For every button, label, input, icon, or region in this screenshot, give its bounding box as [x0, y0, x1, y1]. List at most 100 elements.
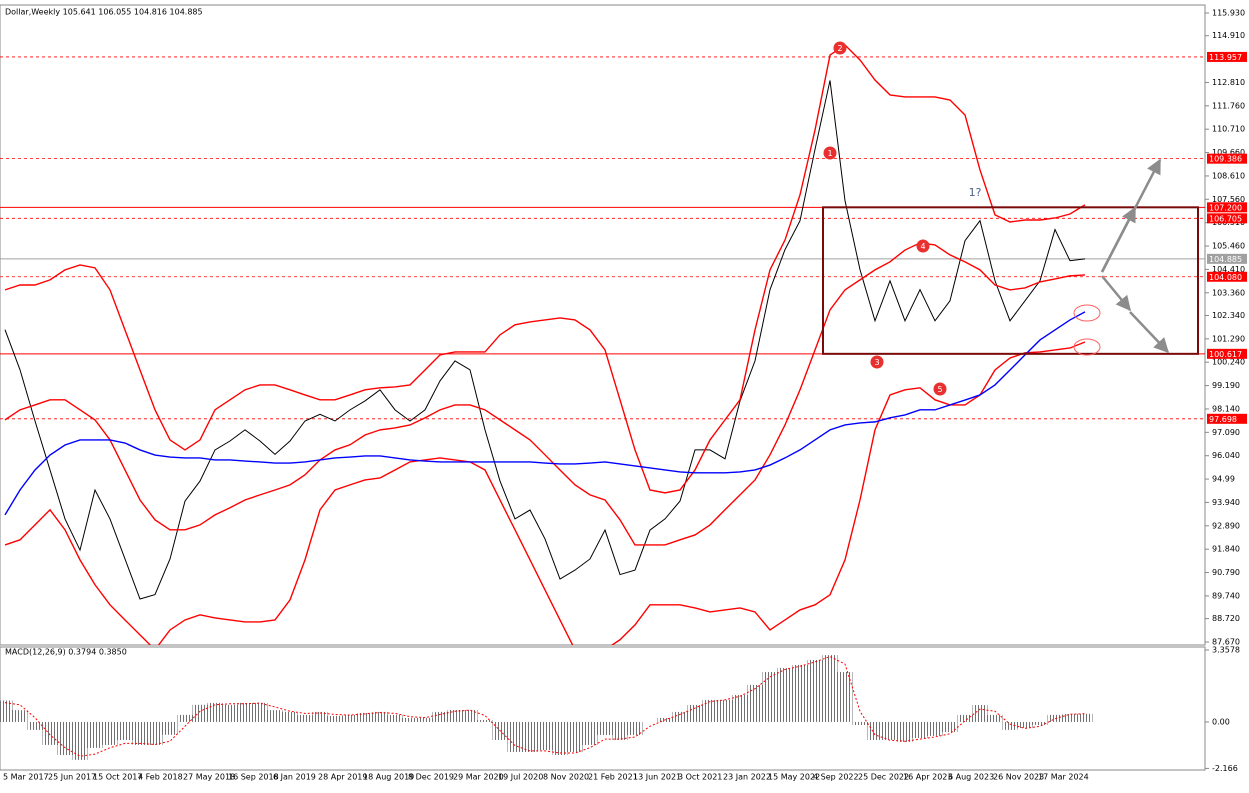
price-plot — [0, 44, 1205, 645]
x-tick-label: 26 Nov 2023 — [993, 773, 1044, 782]
histogram-bar — [972, 705, 988, 722]
histogram-bar — [432, 711, 448, 722]
y-tick-label: 0.00 — [1212, 717, 1230, 726]
x-tick-label: 5 Mar 2017 — [3, 773, 49, 782]
arrow — [1129, 311, 1170, 354]
y-tick-label: 103.360 — [1212, 288, 1245, 297]
histogram-bar — [807, 660, 823, 722]
histogram-bar — [27, 721, 43, 730]
x-tick-label: 3 Oct 2021 — [678, 773, 722, 782]
y-tick-label: 87.670 — [1212, 637, 1240, 646]
x-tick-label: 4 Sep 2022 — [813, 773, 859, 782]
y-tick-label: 110.710 — [1212, 125, 1245, 134]
histogram-bar — [267, 710, 283, 722]
highlight — [1073, 338, 1101, 356]
x-tick-label: 6 Aug 2023 — [948, 773, 994, 782]
macd-plot — [0, 655, 1093, 760]
x-tick-label: 27 May 2018 — [183, 773, 235, 782]
y-tick-label: 89.740 — [1212, 591, 1240, 600]
scenario-arrows — [1100, 158, 1170, 354]
wave-label: 2 — [837, 44, 842, 53]
level-tag — [1207, 153, 1247, 164]
x-tick-label: 15 Oct 2017 — [93, 773, 142, 782]
histogram-bar — [792, 664, 808, 722]
histogram-bar — [1017, 721, 1033, 728]
histogram-bar — [672, 711, 688, 722]
axes: 115.930 114.910 112.810 111.760 110.710 109.6… — [3, 9, 1247, 782]
histogram-bar — [102, 721, 118, 745]
wave-marker — [916, 239, 930, 253]
y-tick-label: 94.99 — [1212, 475, 1235, 484]
histogram-bar — [147, 721, 163, 745]
histogram-bar — [117, 721, 133, 740]
histogram-bar — [747, 684, 763, 722]
macd-panel — [0, 646, 1206, 771]
level-tag — [1207, 51, 1247, 62]
x-tick-label: 28 Apr 2019 — [318, 773, 367, 782]
y-tick-label: 98.140 — [1212, 404, 1240, 413]
level-tag — [1207, 348, 1247, 359]
series-line — [4, 656, 1086, 757]
histogram-bar — [57, 721, 73, 755]
histogram-bar — [852, 721, 868, 725]
x-tick-label: 15 May 2022 — [768, 773, 820, 782]
chart-header: Dollar,Weekly 105.641 106.055 104.816 10… — [5, 8, 203, 17]
histogram-bar — [582, 721, 598, 745]
histogram-bar — [732, 694, 748, 722]
histogram-bar — [927, 721, 943, 736]
histogram-bar — [462, 709, 478, 722]
y-tick-label: 115.930 — [1212, 9, 1245, 18]
histogram-bar — [1062, 714, 1078, 722]
macd-header: MACD(12,26,9) 0.3794 0.3850 — [5, 648, 127, 657]
x-tick-label: 16 Sep 2018 — [228, 773, 279, 782]
arrow — [1101, 275, 1131, 312]
histogram-bar — [177, 714, 193, 722]
wave-marker — [833, 41, 847, 55]
level-tag — [1207, 253, 1247, 264]
histogram-bar — [1047, 714, 1063, 722]
histogram-bar — [387, 714, 403, 722]
histogram-bar — [0, 700, 13, 722]
y-tick-label: -2.166 — [1212, 764, 1238, 773]
histogram-bar — [762, 672, 778, 722]
range-box — [822, 206, 1199, 355]
histogram-bar — [777, 667, 793, 722]
x-tick-label: 17 Mar 2024 — [1038, 773, 1089, 782]
y-tick-label: 109.660 — [1212, 148, 1245, 157]
level-label: 100.617 — [1209, 350, 1242, 359]
histogram-bar — [222, 704, 238, 722]
series-line — [4, 341, 1086, 645]
x-tick-label: 18 Aug 2019 — [363, 773, 414, 782]
histogram-bar — [1002, 721, 1018, 730]
y-tick-label: 97.090 — [1212, 428, 1240, 437]
histogram-bar — [507, 721, 523, 752]
histogram-bar — [1032, 721, 1048, 725]
y-tick-label: 99.190 — [1212, 381, 1240, 390]
y-tick-label: 111.760 — [1212, 101, 1245, 110]
histogram-bar — [597, 721, 613, 736]
y-tick-label: 102.340 — [1212, 311, 1245, 320]
level-label: 106.705 — [1209, 214, 1242, 223]
level-tag — [1207, 213, 1247, 224]
wave-label: 1 — [827, 149, 832, 158]
y-tick-label: 96.040 — [1212, 451, 1240, 460]
y-tick-label: 105.460 — [1212, 242, 1245, 251]
histogram-bar — [867, 721, 883, 740]
series-line — [4, 311, 1086, 516]
y-tick-label: 90.790 — [1212, 568, 1240, 577]
x-tick-label: 8 Dec 2019 — [408, 773, 454, 782]
series-line — [4, 44, 1086, 494]
y-tick-label: 108.610 — [1212, 171, 1245, 180]
y-tick-label: 100.240 — [1212, 358, 1245, 367]
histogram-bar — [477, 720, 493, 722]
x-tick-label: 21 Feb 2021 — [588, 773, 638, 782]
y-tick-label: 107.560 — [1212, 195, 1245, 204]
wave-marker — [933, 382, 947, 396]
y-tick-label: 112.810 — [1212, 78, 1245, 87]
wave-label: 4 — [920, 242, 925, 251]
histogram-bar — [297, 714, 313, 722]
level-label: 113.957 — [1209, 53, 1242, 62]
level-label: 97.698 — [1209, 415, 1237, 424]
arrow — [1100, 206, 1137, 273]
